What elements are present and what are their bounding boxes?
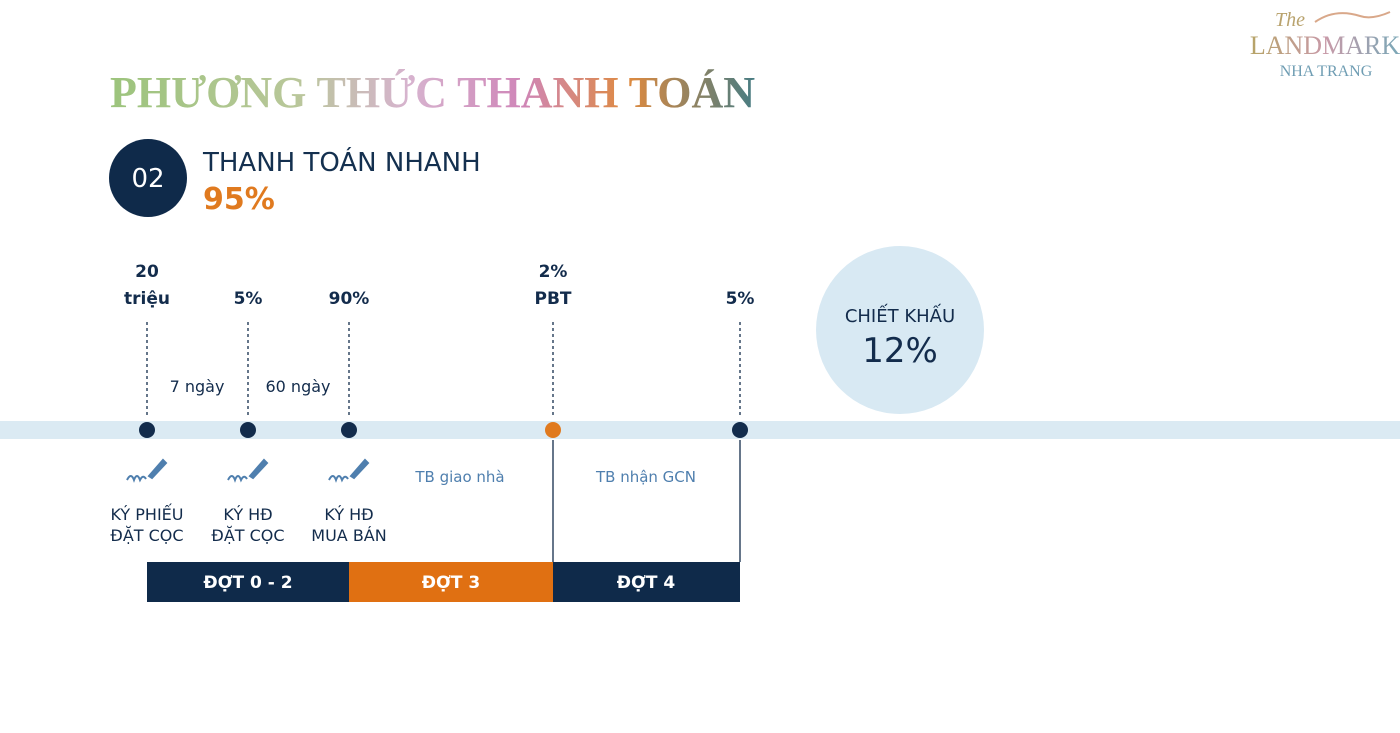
milestone-bottom: KÝ HĐ <box>324 505 373 524</box>
logo-script: The <box>1275 9 1305 31</box>
phase-label: ĐỢT 0 - 2 <box>203 573 292 593</box>
milestone-bottom: ĐẶT CỌC <box>110 526 183 545</box>
timeline-band <box>0 421 1400 439</box>
interval: 7 ngày <box>170 377 225 396</box>
connectors <box>146 322 741 415</box>
logo-place: NHA TRANG <box>1280 63 1373 80</box>
milestone-bottom: KÝ HĐ <box>223 505 272 524</box>
milestone-top: 2% <box>539 262 568 282</box>
milestone-dot <box>545 422 561 438</box>
notice: TB giao nhà <box>414 468 504 486</box>
discount-circle <box>816 246 984 414</box>
logo: The LANDMARK NHA TRANG <box>1250 9 1400 80</box>
milestone-dot <box>341 422 357 438</box>
plan-name: THANH TOÁN NHANH <box>202 146 481 178</box>
milestone-top: PBT <box>534 289 571 309</box>
milestone-dot <box>240 422 256 438</box>
plan-share: 95% <box>203 182 275 217</box>
interval: 60 ngày <box>265 377 330 396</box>
milestone-dot <box>139 422 155 438</box>
sign-icon <box>328 458 370 483</box>
phase-dividers <box>552 440 741 562</box>
logo-name: LANDMARK <box>1250 31 1400 60</box>
badge <box>109 139 187 217</box>
phase-bar <box>553 562 740 602</box>
milestone-top: 5% <box>726 289 755 309</box>
milestone-top: 20 <box>135 262 159 282</box>
milestone-dot <box>732 422 748 438</box>
discount-label: CHIẾT KHẤU <box>845 303 955 327</box>
badge-number: 02 <box>131 164 164 194</box>
milestone-top: triệu <box>124 289 170 309</box>
notice: TB nhận GCN <box>595 468 696 486</box>
milestone-bottom: ĐẶT CỌC <box>211 526 284 545</box>
discount-value: 12% <box>862 331 938 371</box>
phase-label: ĐỢT 3 <box>422 573 480 593</box>
sign-icon <box>126 458 168 483</box>
sign-icon <box>227 458 269 483</box>
milestone-bottom: KÝ PHIẾU <box>111 503 184 524</box>
phase-bar <box>147 562 349 602</box>
title: PHƯƠNG THỨC THANH TOÁN <box>110 68 755 117</box>
logo-swash <box>1314 11 1391 23</box>
sign-icons <box>126 458 370 483</box>
phase-label: ĐỢT 4 <box>617 573 676 593</box>
milestone-top: 90% <box>329 289 370 309</box>
phase-bar <box>349 562 553 602</box>
milestone-bottom: MUA BÁN <box>311 526 386 545</box>
milestone-top: 5% <box>234 289 263 309</box>
